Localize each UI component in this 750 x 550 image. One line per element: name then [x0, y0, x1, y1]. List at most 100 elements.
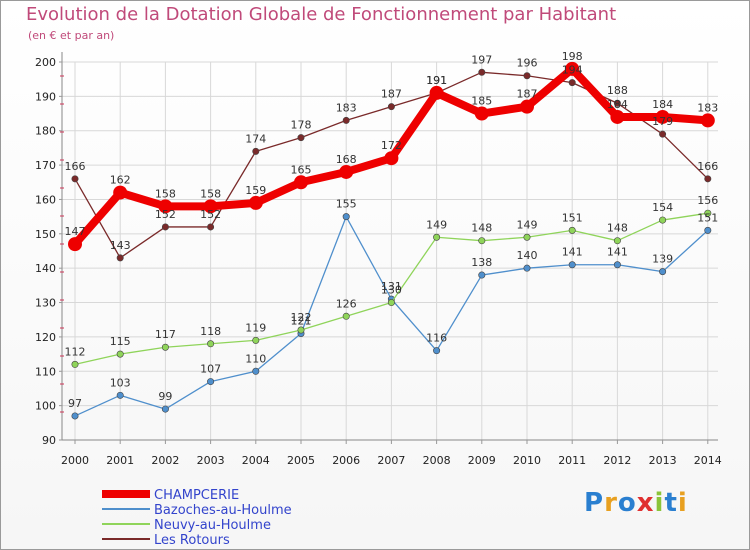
data-point: [113, 185, 128, 200]
data-label: 119: [245, 321, 266, 334]
legend: CHAMPCERIEBazoches-au-HoulmeNeuvy-au-Hou…: [102, 488, 292, 548]
y-tick-label: 120: [35, 331, 56, 344]
x-tick-label: 2008: [423, 454, 451, 467]
data-label: 149: [517, 218, 538, 231]
data-point: [387, 103, 395, 111]
data-label: 187: [381, 88, 402, 101]
data-point: [700, 113, 715, 128]
data-point: [474, 106, 489, 121]
data-label: 141: [562, 246, 583, 259]
data-point: [116, 350, 124, 358]
data-label: 158: [155, 187, 176, 200]
data-label: 196: [517, 57, 538, 70]
data-label: 148: [471, 222, 492, 235]
data-point: [384, 151, 399, 166]
data-point: [252, 336, 260, 344]
data-point: [659, 216, 667, 224]
x-tick-label: 2011: [558, 454, 586, 467]
legend-label: Bazoches-au-Houlme: [154, 503, 292, 518]
y-tick-label: 150: [35, 228, 56, 241]
x-tick-label: 2004: [242, 454, 270, 467]
x-tick-label: 2000: [61, 454, 89, 467]
data-label: 198: [562, 50, 583, 63]
data-point: [297, 326, 305, 334]
data-point: [342, 213, 350, 221]
data-point: [429, 85, 444, 100]
legend-label: CHAMPCERIE: [154, 488, 239, 503]
data-point: [297, 134, 305, 142]
data-label: 183: [697, 101, 718, 114]
data-label: 183: [336, 101, 357, 114]
x-tick-label: 2006: [332, 454, 360, 467]
data-point: [568, 226, 576, 234]
x-tick-label: 2010: [513, 454, 541, 467]
data-label: 187: [517, 88, 538, 101]
chart-subtitle: (en € et par an): [28, 29, 115, 42]
data-point: [339, 164, 354, 179]
y-tick-label: 160: [35, 193, 56, 206]
data-label: 197: [471, 53, 492, 66]
data-point: [433, 233, 441, 241]
data-label: 147: [65, 225, 86, 238]
x-tick-label: 2002: [151, 454, 179, 467]
logo-letter: i: [654, 488, 665, 518]
legend-label: Les Rotours: [154, 533, 230, 548]
data-point: [207, 378, 215, 386]
data-point: [294, 175, 308, 190]
data-label: 172: [381, 139, 402, 152]
y-tick-label: 90: [42, 434, 56, 447]
data-label: 115: [110, 335, 131, 348]
x-tick-label: 2013: [649, 454, 677, 467]
data-label: 148: [607, 222, 628, 235]
y-tick-label: 110: [35, 365, 56, 378]
series-layer: [68, 61, 715, 420]
data-label: 184: [607, 98, 628, 111]
logo-letter: r: [604, 488, 618, 518]
logo-letter: P: [584, 488, 605, 518]
data-label: 139: [652, 253, 673, 266]
data-point: [252, 367, 260, 375]
data-point: [68, 237, 82, 252]
data-point: [342, 116, 350, 124]
data-label: 117: [155, 328, 176, 341]
data-point: [207, 340, 215, 348]
x-tick-label: 2012: [603, 454, 631, 467]
y-tick-label: 170: [35, 159, 56, 172]
data-label: 110: [245, 352, 266, 365]
data-point: [655, 109, 670, 124]
data-point: [478, 271, 486, 279]
data-point: [203, 199, 218, 214]
data-label: 141: [607, 246, 628, 259]
data-label: 154: [652, 201, 673, 214]
y-tick-label: 130: [35, 297, 56, 310]
data-point: [704, 175, 712, 183]
data-label: 151: [697, 211, 718, 224]
data-label: 159: [245, 184, 266, 197]
data-label: 166: [65, 160, 86, 173]
data-point: [116, 254, 124, 262]
data-label: 143: [110, 239, 131, 252]
x-tick-label: 2003: [197, 454, 225, 467]
data-label: 126: [336, 297, 357, 310]
logo-letter: i: [677, 488, 688, 518]
data-point: [659, 268, 667, 276]
data-label: 97: [68, 397, 82, 410]
data-point: [523, 264, 531, 272]
data-label: 184: [652, 98, 673, 111]
data-label: 188: [607, 84, 628, 97]
data-label: 162: [110, 174, 131, 187]
data-label: 107: [200, 363, 221, 376]
data-label: 155: [336, 198, 357, 211]
data-label: 165: [291, 163, 312, 176]
data-point: [116, 391, 124, 399]
data-label: 191: [426, 74, 447, 87]
data-label: 178: [291, 119, 312, 132]
data-label: 131: [381, 280, 402, 293]
data-label: 194: [562, 64, 583, 77]
data-point: [565, 61, 580, 76]
y-axis-ticks: 90 100 110 120 130 140 150 160 170 180 190 200: [35, 56, 62, 447]
legend-label: Neuvy-au-Houlme: [154, 518, 271, 533]
data-label: 156: [697, 194, 718, 207]
data-point: [71, 412, 79, 420]
